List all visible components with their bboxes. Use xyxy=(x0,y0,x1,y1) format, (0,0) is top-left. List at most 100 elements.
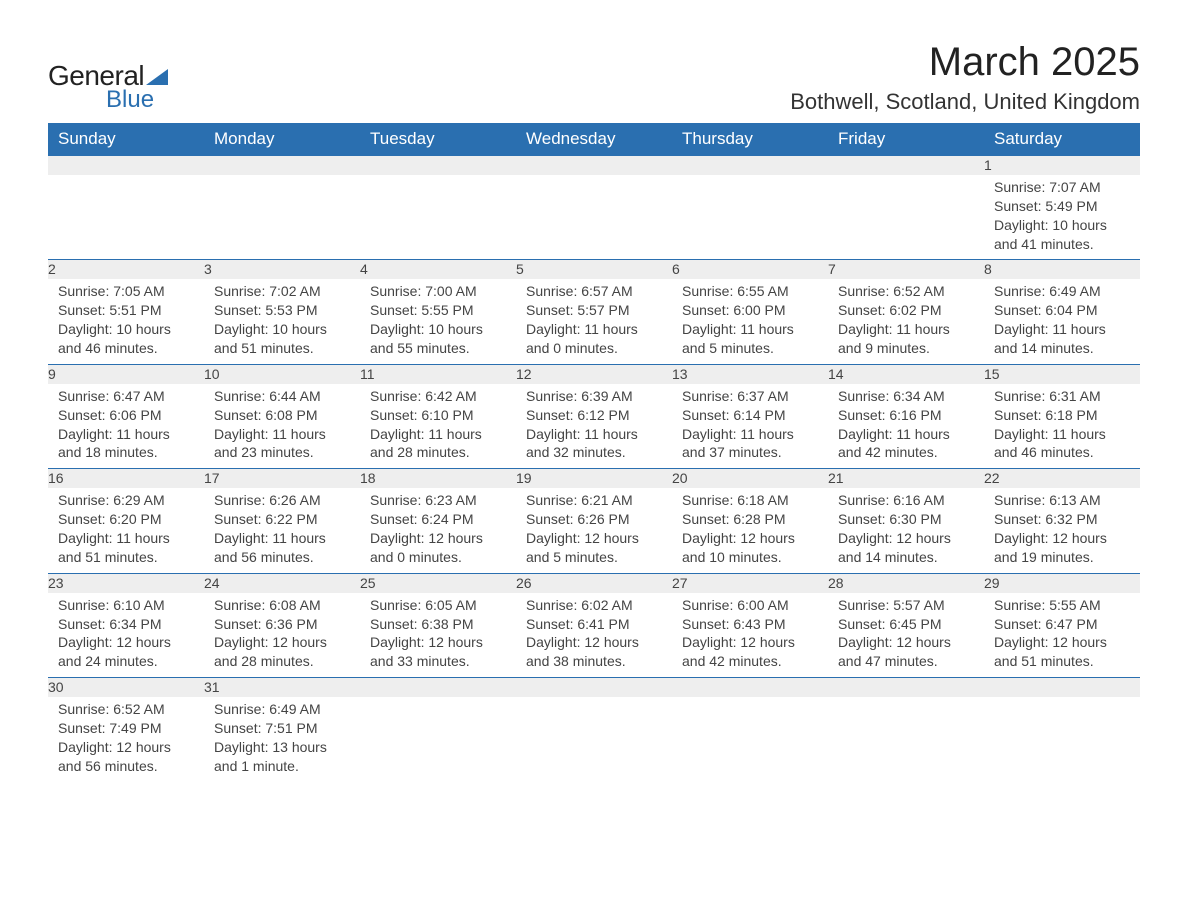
day-dl2: and 51 minutes. xyxy=(994,652,1130,671)
day-dl1: Daylight: 11 hours xyxy=(838,425,974,444)
day-dl2: and 42 minutes. xyxy=(682,652,818,671)
day-number: 10 xyxy=(204,364,360,383)
day-dl1: Daylight: 12 hours xyxy=(838,529,974,548)
day-dl2: and 9 minutes. xyxy=(838,339,974,358)
day-sunrise: Sunrise: 7:00 AM xyxy=(370,282,506,301)
day-cell: Sunrise: 6:31 AMSunset: 6:18 PMDaylight:… xyxy=(984,384,1140,469)
day-sunset: Sunset: 6:43 PM xyxy=(682,615,818,634)
day-number-row: 3031 xyxy=(48,678,1140,697)
day-dl1: Daylight: 12 hours xyxy=(58,633,194,652)
day-sunset: Sunset: 6:20 PM xyxy=(58,510,194,529)
day-number: 2 xyxy=(48,260,204,279)
day-dl2: and 14 minutes. xyxy=(838,548,974,567)
day-sunset: Sunset: 6:06 PM xyxy=(58,406,194,425)
day-number: 20 xyxy=(672,469,828,488)
day-cell: Sunrise: 6:13 AMSunset: 6:32 PMDaylight:… xyxy=(984,488,1140,573)
day-sunrise: Sunrise: 7:02 AM xyxy=(214,282,350,301)
day-number xyxy=(360,678,516,697)
day-cell: Sunrise: 7:02 AMSunset: 5:53 PMDaylight:… xyxy=(204,279,360,364)
day-sunrise: Sunrise: 6:05 AM xyxy=(370,596,506,615)
day-cell: Sunrise: 6:34 AMSunset: 6:16 PMDaylight:… xyxy=(828,384,984,469)
day-sunrise: Sunrise: 7:07 AM xyxy=(994,178,1130,197)
day-dl2: and 46 minutes. xyxy=(994,443,1130,462)
day-cell: Sunrise: 6:52 AMSunset: 7:49 PMDaylight:… xyxy=(48,697,204,782)
day-sunset: Sunset: 6:30 PM xyxy=(838,510,974,529)
day-number: 30 xyxy=(48,678,204,697)
month-title: March 2025 xyxy=(790,40,1140,85)
day-sunrise: Sunrise: 6:42 AM xyxy=(370,387,506,406)
brand-logo: General Blue xyxy=(48,60,168,114)
day-dl2: and 5 minutes. xyxy=(526,548,662,567)
day-content-row: Sunrise: 6:29 AMSunset: 6:20 PM Daylight:… xyxy=(48,488,1140,573)
day-dl2: and 28 minutes. xyxy=(214,652,350,671)
day-dl2: and 0 minutes. xyxy=(370,548,506,567)
day-sunrise: Sunrise: 6:37 AM xyxy=(682,387,818,406)
day-sunrise: Sunrise: 6:26 AM xyxy=(214,491,350,510)
day-content-row: Sunrise: 6:52 AMSunset: 7:49 PMDaylight:… xyxy=(48,697,1140,782)
weekday-header: Saturday xyxy=(984,123,1140,156)
day-sunset: Sunset: 6:32 PM xyxy=(994,510,1130,529)
day-number: 12 xyxy=(516,364,672,383)
day-dl2: and 37 minutes. xyxy=(682,443,818,462)
day-cell: Sunrise: 6:16 AMSunset: 6:30 PMDaylight:… xyxy=(828,488,984,573)
day-sunrise: Sunrise: 6:23 AM xyxy=(370,491,506,510)
day-dl1: Daylight: 11 hours xyxy=(370,425,506,444)
day-number: 7 xyxy=(828,260,984,279)
day-number: 17 xyxy=(204,469,360,488)
day-number: 22 xyxy=(984,469,1140,488)
day-cell: Sunrise: 5:57 AMSunset: 6:45 PMDaylight:… xyxy=(828,593,984,678)
day-dl1: Daylight: 12 hours xyxy=(370,529,506,548)
day-dl1: Daylight: 12 hours xyxy=(526,633,662,652)
day-cell xyxy=(984,697,1140,782)
day-dl1: Daylight: 12 hours xyxy=(994,633,1130,652)
day-number: 11 xyxy=(360,364,516,383)
day-sunrise: Sunrise: 6:52 AM xyxy=(58,700,194,719)
day-dl1: Daylight: 11 hours xyxy=(526,425,662,444)
day-content-row: Sunrise: 7:05 AMSunset: 5:51 PMDaylight:… xyxy=(48,279,1140,364)
day-dl2: and 33 minutes. xyxy=(370,652,506,671)
day-number xyxy=(672,678,828,697)
day-dl2: and 14 minutes. xyxy=(994,339,1130,358)
day-sunrise: Sunrise: 6:10 AM xyxy=(58,596,194,615)
day-dl1: Daylight: 11 hours xyxy=(994,425,1130,444)
day-dl1: Daylight: 11 hours xyxy=(214,425,350,444)
day-number: 23 xyxy=(48,573,204,592)
title-block: March 2025 Bothwell, Scotland, United Ki… xyxy=(790,40,1140,115)
day-number xyxy=(360,156,516,175)
day-cell: Sunrise: 6:42 AMSunset: 6:10 PMDaylight:… xyxy=(360,384,516,469)
day-number: 27 xyxy=(672,573,828,592)
day-cell: Sunrise: 6:49 AMSunset: 6:04 PMDaylight:… xyxy=(984,279,1140,364)
day-cell: Sunrise: 6:18 AMSunset: 6:28 PMDaylight:… xyxy=(672,488,828,573)
day-dl1: Daylight: 12 hours xyxy=(58,738,194,757)
day-sunrise: Sunrise: 6:49 AM xyxy=(994,282,1130,301)
day-number: 24 xyxy=(204,573,360,592)
day-dl1: Daylight: 12 hours xyxy=(994,529,1130,548)
day-dl2: and 42 minutes. xyxy=(838,443,974,462)
day-number: 8 xyxy=(984,260,1140,279)
day-number: 16 xyxy=(48,469,204,488)
day-number: 4 xyxy=(360,260,516,279)
day-cell: Sunrise: 5:55 AMSunset: 6:47 PMDaylight:… xyxy=(984,593,1140,678)
logo-triangle-icon xyxy=(146,69,168,85)
day-sunset: Sunset: 6:38 PM xyxy=(370,615,506,634)
day-sunset: Sunset: 6:22 PM xyxy=(214,510,350,529)
day-sunrise: Sunrise: 6:29 AM xyxy=(58,491,194,510)
day-cell xyxy=(828,697,984,782)
day-dl1: Daylight: 13 hours xyxy=(214,738,350,757)
day-sunset: Sunset: 6:24 PM xyxy=(370,510,506,529)
day-dl1: Daylight: 11 hours xyxy=(838,320,974,339)
day-cell: Sunrise: 6:52 AMSunset: 6:02 PMDaylight:… xyxy=(828,279,984,364)
day-sunrise: Sunrise: 6:55 AM xyxy=(682,282,818,301)
day-sunset: Sunset: 6:36 PM xyxy=(214,615,350,634)
day-content-row: Sunrise: 6:47 AMSunset: 6:06 PMDaylight:… xyxy=(48,384,1140,469)
day-cell xyxy=(360,175,516,260)
weekday-header: Monday xyxy=(204,123,360,156)
day-sunrise: Sunrise: 7:05 AM xyxy=(58,282,194,301)
day-sunrise: Sunrise: 6:00 AM xyxy=(682,596,818,615)
day-dl1: Daylight: 10 hours xyxy=(370,320,506,339)
day-sunset: Sunset: 6:02 PM xyxy=(838,301,974,320)
day-cell xyxy=(672,175,828,260)
day-cell: Sunrise: 6:02 AMSunset: 6:41 PMDaylight:… xyxy=(516,593,672,678)
page-header: General Blue March 2025 Bothwell, Scotla… xyxy=(48,40,1140,115)
day-number: 19 xyxy=(516,469,672,488)
